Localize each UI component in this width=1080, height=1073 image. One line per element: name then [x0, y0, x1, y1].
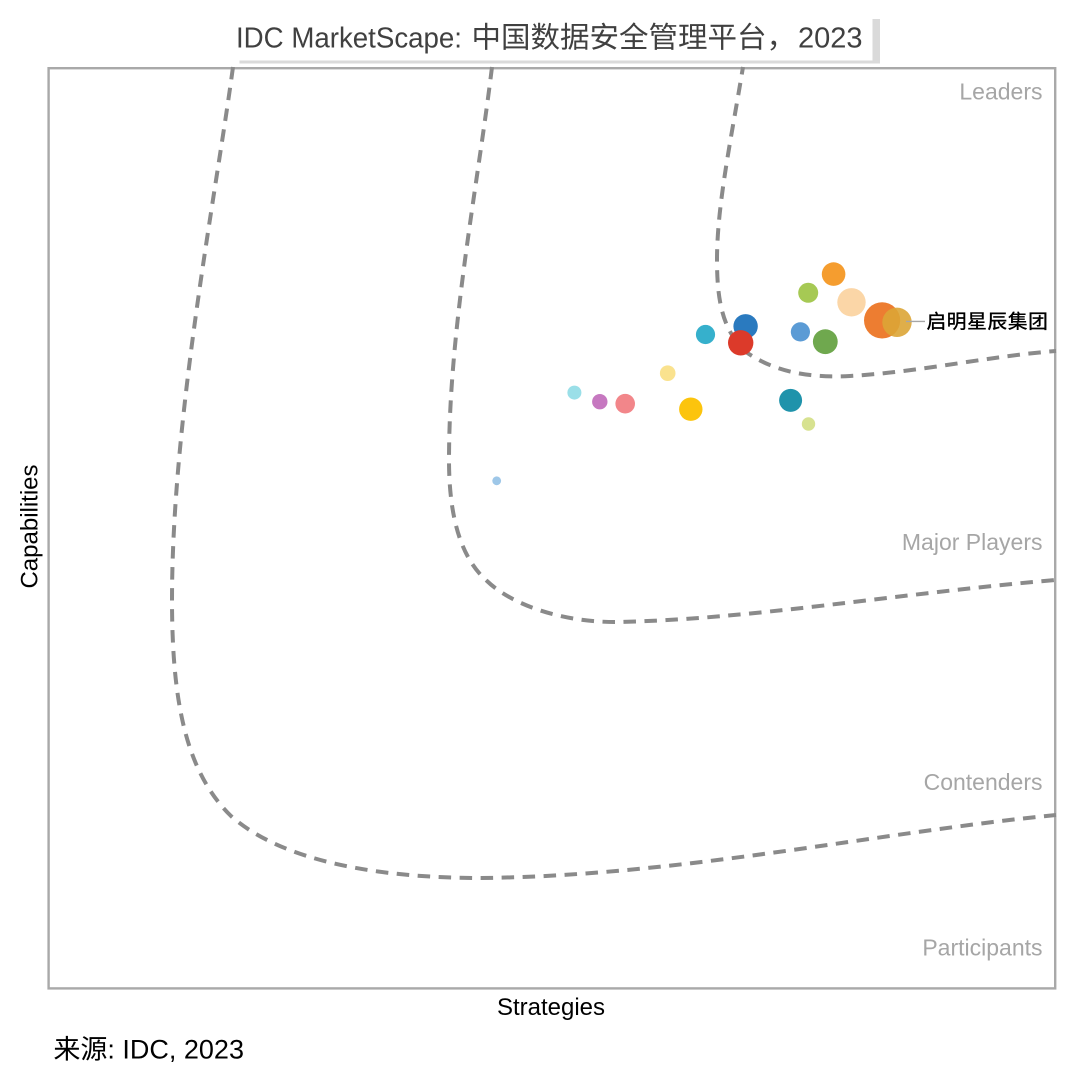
svg-text:Major Players: Major Players [902, 529, 1043, 555]
svg-text:Participants: Participants [922, 935, 1042, 961]
svg-text:2023: 2023 [798, 23, 863, 55]
svg-text:Contenders: Contenders [924, 769, 1043, 795]
svg-text:Leaders: Leaders [959, 79, 1042, 105]
svg-text:: IDC, 2023: : IDC, 2023 [107, 1035, 244, 1065]
svg-text:IDC MarketScape:: IDC MarketScape: [236, 23, 462, 55]
svg-text:Strategies: Strategies [497, 994, 605, 1021]
svg-text:Capabilities: Capabilities [17, 464, 44, 588]
